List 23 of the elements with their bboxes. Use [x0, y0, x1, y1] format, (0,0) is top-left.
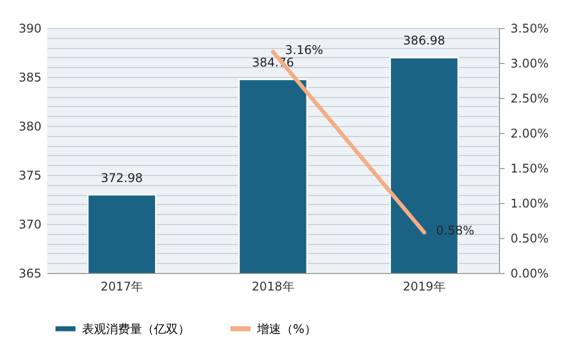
y-tick-label: 390: [18, 22, 42, 36]
legend-label: 增速（%）: [256, 322, 316, 336]
y2-tick-label: 0.50%: [510, 232, 549, 246]
y2-tick-label: 3.50%: [510, 22, 549, 36]
legend-label: 表观消费量（亿双）: [82, 322, 190, 336]
y-tick-label: 380: [18, 120, 42, 134]
x-tick-label: 2019年: [402, 280, 446, 294]
y2-tick-label: 3.00%: [510, 56, 549, 70]
y2-tick-label: 1.00%: [510, 196, 549, 210]
y-tick-label: 365: [18, 266, 42, 280]
y2-tick-label: 2.50%: [510, 92, 549, 106]
data-label: 384.76: [252, 55, 294, 70]
y2-tick-label: 0.00%: [510, 266, 549, 280]
y-tick-label: 370: [18, 218, 42, 232]
x-tick-label: 2018年: [252, 280, 294, 294]
y-tick-label: 375: [18, 168, 42, 182]
data-label: 3.16%: [285, 42, 324, 57]
data-label: 372.98: [100, 170, 143, 185]
x-tick-label: 2017年: [100, 280, 144, 294]
y-tick-label: 385: [18, 70, 42, 84]
y2-tick-label: 1.50%: [510, 162, 549, 176]
data-label: 386.98: [403, 34, 446, 48]
y2-tick-label: 2.00%: [510, 126, 549, 140]
